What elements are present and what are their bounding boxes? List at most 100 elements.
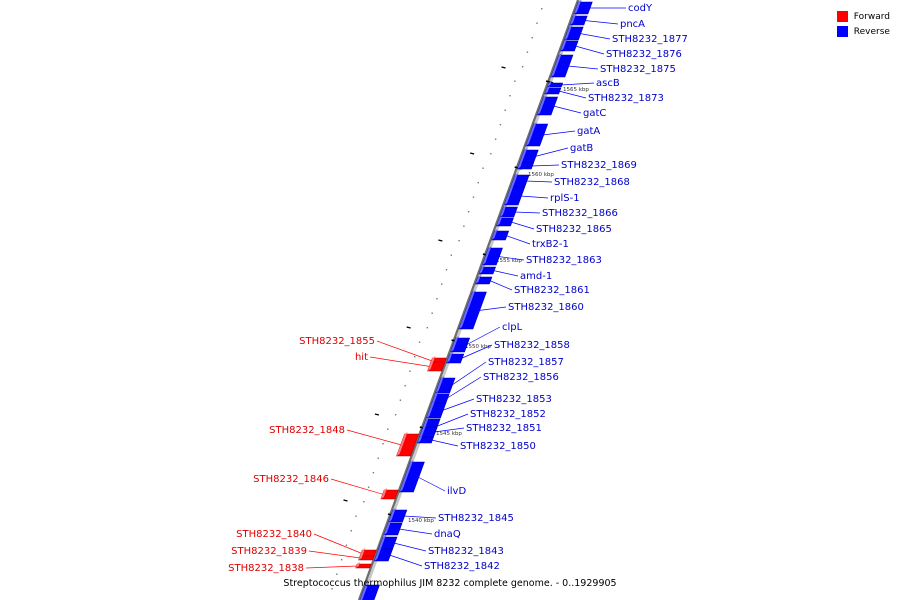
gene-gata[interactable] bbox=[525, 122, 549, 147]
label-sth8232-1860[interactable]: STH8232_1860 bbox=[508, 302, 584, 313]
label-sth8232-1873[interactable]: STH8232_1873 bbox=[588, 93, 664, 104]
label-sth8232-1843[interactable]: STH8232_1843 bbox=[428, 546, 504, 557]
outer-tick-dot bbox=[521, 66, 524, 68]
label-sth8232-1850[interactable]: STH8232_1850 bbox=[460, 441, 536, 452]
outer-tick-dot bbox=[490, 153, 492, 155]
outer-tick-dot bbox=[499, 124, 502, 126]
gene-clpl[interactable] bbox=[450, 336, 471, 353]
outer-tick-dot bbox=[482, 167, 484, 169]
label-sth8232-1848[interactable]: STH8232_1848 bbox=[269, 425, 345, 436]
label-sth8232-1851[interactable]: STH8232_1851 bbox=[466, 423, 542, 434]
gene-sth8232-1866[interactable] bbox=[499, 205, 518, 218]
label-sth8232-1853[interactable]: STH8232_1853 bbox=[476, 394, 552, 405]
label-rpls-1[interactable]: rplS-1 bbox=[550, 193, 580, 204]
outer-tick-dot bbox=[382, 443, 384, 445]
label-clpl[interactable]: clpL bbox=[502, 322, 523, 333]
gene-amd-1[interactable] bbox=[478, 265, 496, 275]
label-gatb[interactable]: gatB bbox=[570, 143, 593, 154]
gene-sth8232-1860[interactable] bbox=[458, 290, 487, 330]
label-sth8232-1846[interactable]: STH8232_1846 bbox=[253, 474, 329, 485]
gene-rpls-1[interactable] bbox=[503, 185, 526, 206]
label-sth8232-1877[interactable]: STH8232_1877 bbox=[612, 34, 688, 45]
leader-line bbox=[498, 256, 525, 261]
gene-ascb[interactable] bbox=[546, 81, 564, 88]
gene-sth8232-1851[interactable] bbox=[419, 425, 438, 438]
label-dnaq[interactable]: dnaQ bbox=[434, 529, 461, 540]
gene-sth8232-1856[interactable] bbox=[431, 392, 450, 404]
outer-tick-dot bbox=[340, 559, 343, 561]
label-trxb2-1[interactable]: trxB2-1 bbox=[532, 239, 569, 250]
label-sth8232-1856[interactable]: STH8232_1856 bbox=[483, 372, 559, 383]
leader-line bbox=[346, 429, 402, 446]
label-sth8232-1866[interactable]: STH8232_1866 bbox=[542, 208, 618, 219]
gene-ilvd[interactable] bbox=[398, 460, 425, 493]
label-sth8232-1875[interactable]: STH8232_1875 bbox=[600, 64, 676, 75]
gene-sth8232-1863[interactable] bbox=[481, 246, 503, 266]
gene-sth8232-1877[interactable] bbox=[563, 25, 584, 41]
gene-sth8232-1873[interactable] bbox=[544, 86, 562, 95]
label-ascb[interactable]: ascB bbox=[596, 78, 620, 89]
gene-sth8232-1868[interactable] bbox=[510, 173, 530, 188]
outer-tick-dot bbox=[526, 51, 529, 53]
leader-line bbox=[558, 90, 587, 99]
gene-sth8232-1861[interactable] bbox=[474, 275, 493, 285]
label-hit[interactable]: hit bbox=[355, 352, 368, 363]
gene-hit[interactable] bbox=[427, 360, 446, 372]
label-gata[interactable]: gatA bbox=[577, 126, 600, 137]
label-gatc[interactable]: gatC bbox=[583, 108, 606, 119]
leader-line bbox=[505, 235, 531, 245]
label-sth8232-1869[interactable]: STH8232_1869 bbox=[561, 160, 637, 171]
label-sth8232-1861[interactable]: STH8232_1861 bbox=[514, 285, 590, 296]
leader-line bbox=[308, 550, 361, 559]
leader-line bbox=[313, 533, 363, 554]
gene-sth8232-1845[interactable] bbox=[388, 508, 408, 523]
gene-sth8232-1838[interactable] bbox=[355, 562, 372, 569]
leader-line bbox=[478, 306, 507, 311]
label-sth8232-1858[interactable]: STH8232_1858 bbox=[494, 340, 570, 351]
outer-tick-dot bbox=[331, 588, 333, 590]
label-sth8232-1863[interactable]: STH8232_1863 bbox=[526, 255, 602, 266]
outer-tick-dot bbox=[494, 138, 497, 140]
label-sth8232-1865[interactable]: STH8232_1865 bbox=[536, 224, 612, 235]
gene-sth8232-1876[interactable] bbox=[559, 39, 579, 52]
gene-trxb2-1[interactable] bbox=[490, 229, 510, 241]
gene-sth8232-1848[interactable] bbox=[396, 432, 420, 457]
label-sth8232-1838[interactable]: STH8232_1838 bbox=[228, 563, 304, 574]
gene-sth8232-1846[interactable] bbox=[380, 488, 399, 500]
gene-gatb[interactable] bbox=[519, 148, 539, 164]
leader-line bbox=[560, 82, 595, 86]
gene-pnca[interactable] bbox=[569, 14, 588, 26]
gene-partial-bottom[interactable] bbox=[358, 583, 380, 600]
label-sth8232-1855[interactable]: STH8232_1855 bbox=[299, 336, 375, 347]
gene-sth8232-1865[interactable] bbox=[496, 216, 514, 227]
gene-sth8232-1850[interactable] bbox=[416, 435, 434, 444]
gene-sth8232-1842[interactable] bbox=[373, 547, 394, 562]
label-sth8232-1876[interactable]: STH8232_1876 bbox=[606, 49, 682, 60]
gene-sth8232-1853[interactable] bbox=[426, 401, 447, 419]
gene-dnaq[interactable] bbox=[383, 521, 403, 536]
label-sth8232-1857[interactable]: STH8232_1857 bbox=[488, 357, 564, 368]
gene-sth8232-1858[interactable] bbox=[446, 352, 465, 364]
gene-gatc[interactable] bbox=[536, 95, 559, 116]
leader-line bbox=[520, 195, 549, 199]
leader-line bbox=[389, 554, 423, 567]
gene-sth8232-1857[interactable] bbox=[435, 376, 456, 394]
label-sth8232-1852[interactable]: STH8232_1852 bbox=[470, 409, 546, 420]
label-sth8232-1868[interactable]: STH8232_1868 bbox=[554, 177, 630, 188]
gene-sth8232-1875[interactable] bbox=[550, 53, 574, 78]
label-sth8232-1840[interactable]: STH8232_1840 bbox=[236, 529, 312, 540]
leader-line bbox=[525, 180, 553, 183]
label-pnca[interactable]: pncA bbox=[620, 19, 645, 30]
outer-tick-dot bbox=[472, 196, 475, 198]
label-sth8232-1842[interactable]: STH8232_1842 bbox=[424, 561, 500, 572]
label-amd-1[interactable]: amd-1 bbox=[520, 271, 552, 282]
label-sth8232-1839[interactable]: STH8232_1839 bbox=[231, 546, 307, 557]
outer-tick-dot bbox=[387, 428, 389, 430]
gene-cody[interactable] bbox=[573, 0, 593, 15]
label-cody[interactable]: codY bbox=[628, 3, 653, 14]
gene-sth8232-1839[interactable] bbox=[358, 554, 375, 561]
gene-sth8232-1869[interactable] bbox=[516, 161, 534, 170]
label-sth8232-1845[interactable]: STH8232_1845 bbox=[438, 513, 514, 524]
label-ilvd[interactable]: ilvD bbox=[447, 486, 466, 497]
outer-tick-dot bbox=[467, 211, 470, 213]
